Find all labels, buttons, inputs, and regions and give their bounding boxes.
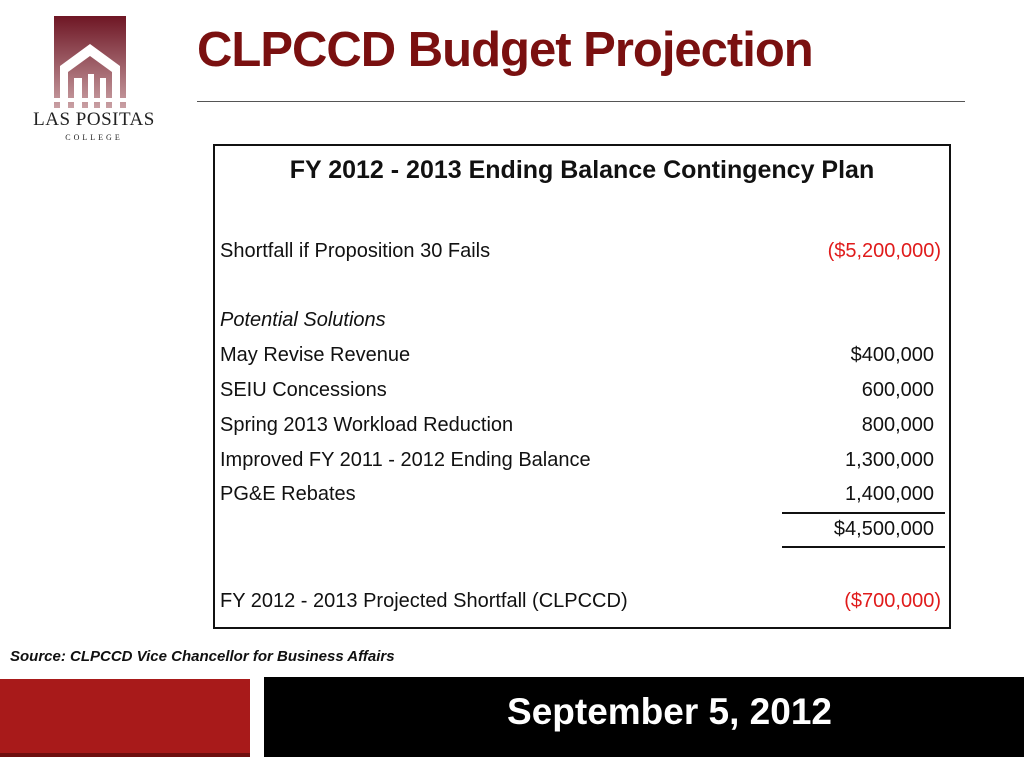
solution-label: Improved FY 2011 - 2012 Ending Balance	[220, 449, 591, 471]
footer-red-block	[0, 679, 250, 756]
solution-value: 600,000	[861, 379, 934, 401]
logo-subtitle: COLLEGE	[65, 133, 123, 142]
solutions-heading: Potential Solutions	[220, 309, 386, 331]
solution-label: Spring 2013 Workload Reduction	[220, 414, 514, 436]
table-row: Spring 2013 Workload Reduction 800,000	[220, 414, 941, 444]
logo-name: LAS POSITAS	[33, 109, 155, 130]
footer-red-shadow	[0, 753, 250, 757]
table-heading: FY 2012 - 2013 Ending Balance Contingenc…	[289, 156, 875, 184]
solutions-heading-row: Potential Solutions	[220, 309, 941, 339]
solution-value: 1,400,000	[845, 483, 934, 505]
shortfall-label: Shortfall if Proposition 30 Fails	[220, 240, 491, 262]
table-row: SEIU Concessions 600,000	[220, 379, 941, 409]
total-value: $4,500,000	[833, 518, 934, 540]
solution-value: 800,000	[861, 414, 934, 436]
projected-value: ($700,000)	[844, 590, 941, 612]
source-note: Source: CLPCCD Vice Chancellor for Busin…	[10, 648, 395, 665]
solution-label: PG&E Rebates	[220, 483, 356, 505]
projected-label: FY 2012 - 2013 Projected Shortfall (CLPC…	[220, 590, 628, 612]
footer-date: September 5, 2012	[507, 691, 832, 732]
subtotal-rule	[782, 512, 945, 514]
table-row: PG&E Rebates 1,400,000	[220, 483, 941, 513]
total-row: $4,500,000	[220, 518, 941, 548]
las-positas-building-icon	[54, 16, 126, 108]
solution-label: May Revise Revenue	[220, 344, 411, 366]
total-rule	[782, 546, 945, 548]
contingency-plan-table: FY 2012 - 2013 Ending Balance Contingenc…	[213, 144, 951, 629]
table-row: Improved FY 2011 - 2012 Ending Balance 1…	[220, 449, 941, 479]
shortfall-row: Shortfall if Proposition 30 Fails ($5,20…	[220, 240, 941, 270]
slide-title: CLPCCD Budget Projection	[197, 23, 814, 77]
shortfall-value: ($5,200,000)	[827, 240, 941, 262]
table-row: May Revise Revenue $400,000	[220, 344, 941, 374]
solution-value: 1,300,000	[845, 449, 934, 471]
projected-row: FY 2012 - 2013 Projected Shortfall (CLPC…	[220, 590, 941, 620]
title-divider	[197, 101, 965, 102]
college-logo: LAS POSITAS COLLEGE	[24, 16, 164, 146]
solution-label: SEIU Concessions	[220, 379, 387, 401]
footer-date-bar: September 5, 2012	[264, 677, 1024, 757]
solution-value: $400,000	[850, 344, 934, 366]
